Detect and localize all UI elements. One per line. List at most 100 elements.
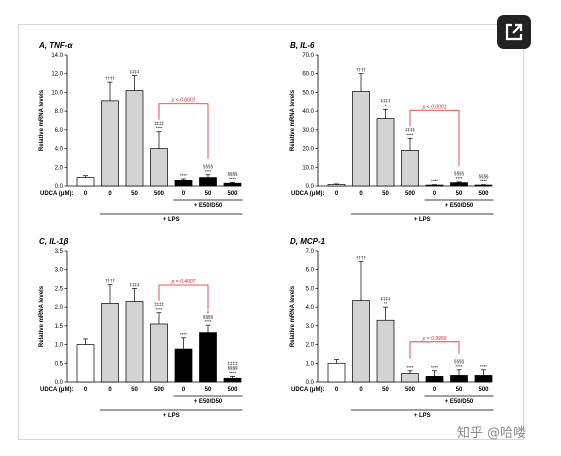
significance-label: §§§§ [203,164,214,169]
bar [401,373,419,383]
x-tick-label: 0 [84,387,88,393]
group-label: + LPS [163,413,180,419]
y-tick-label: 10.0 [302,165,314,171]
significance-label: **** [204,169,211,174]
y-axis-label: Relative mRNA levels [290,89,296,151]
bar [223,377,242,383]
y-tick-label: 2.5 [55,286,64,292]
chart-title: C, IL-1β [39,237,68,246]
bar [474,375,493,383]
bar [450,375,468,383]
significance-label: **** [480,364,487,369]
p-value-label: p = 0.9956 [422,336,447,342]
y-tick-label: 0.0 [306,184,315,190]
significance-label: **** [155,126,162,131]
y-tick-label: 8.0 [55,109,64,115]
bar [474,184,493,187]
x-tick-label: 50 [131,387,138,393]
bar [223,182,242,187]
significance-label: **** [204,319,211,324]
x-tick-label: 500 [478,387,489,393]
comparison-bracket [158,103,209,159]
significance-label: **** [455,364,462,369]
significance-label: §§§§ [454,171,465,176]
x-axis-label: UDCA (μM): [291,387,324,393]
x-tick-label: 0 [108,387,112,393]
y-tick-label: 30.0 [302,128,314,134]
x-tick-label: 50 [205,387,212,393]
group-label: + E50/D50 [445,399,474,405]
x-tick-label: 500 [227,191,238,197]
bar [425,376,444,383]
significance-label: **** [406,365,413,370]
y-tick-label: 50.0 [302,90,314,96]
y-tick-label: 0.5 [55,361,64,367]
bar [327,362,346,383]
significance-label: **** [229,370,236,375]
comparison-bracket [409,109,460,166]
bar [450,182,468,187]
significance-label: †††† [356,68,367,73]
y-tick-label: 40.0 [302,109,314,115]
significance-label: ‡‡‡‡ [380,98,391,103]
significance-label: ‡‡‡‡ [129,282,140,287]
group-label: + E50/D50 [445,203,474,209]
y-tick-label: 20.0 [302,147,314,153]
group-label: + LPS [163,217,180,223]
bar [150,148,168,187]
bar [199,177,217,187]
y-tick-label: 6.0 [55,128,64,134]
significance-label: **** [155,307,162,312]
chart-panel-2: C, IL-1β Relative mRNA levels 0.0 0.5 1.0 1.5… [39,237,243,419]
bar [174,180,193,187]
expand-button[interactable] [497,15,531,49]
x-tick-label: 0 [84,191,88,197]
comparison-bracket [158,284,209,310]
x-tick-label: 500 [154,387,165,393]
significance-label: †††† [356,255,367,260]
group-label: + E50/D50 [194,203,223,209]
bar [352,91,370,187]
x-tick-label: 50 [131,191,138,197]
y-tick-label: 10.0 [51,90,63,96]
y-tick-label: 4.0 [55,147,64,153]
y-tick-label: 3.5 [55,249,64,255]
y-tick-label: 0.0 [55,380,64,386]
significance-label: ‡‡‡‡ [154,302,165,307]
significance-label: **** [180,332,187,337]
y-tick-label: 6.0 [306,268,315,274]
x-tick-label: 0 [359,387,363,393]
x-tick-label: 500 [478,191,489,197]
significance-label: ‡‡‡‡ [405,127,416,132]
significance-label: §§§§ [203,314,214,319]
x-tick-label: 0 [359,191,363,197]
y-tick-label: 4.0 [306,305,315,311]
x-tick-label: 0 [433,191,437,197]
bar [352,300,370,383]
p-value-label: p = 0.4007 [171,279,196,285]
chart-title: D, MCP-1 [290,237,326,246]
x-tick-label: 500 [405,387,416,393]
y-tick-label: 3.0 [306,324,315,330]
y-axis-label: Relative mRNA levels [39,285,45,347]
chart-title: B, IL-6 [290,41,315,50]
x-tick-label: 50 [382,191,389,197]
bar [376,319,395,383]
x-tick-label: 0 [182,191,186,197]
bar [101,100,119,187]
x-tick-label: 0 [108,191,112,197]
significance-label: * [385,103,387,108]
bar [199,332,217,383]
significance-label: **** [431,179,438,184]
bar [150,323,168,383]
significance-label: **** [480,179,487,184]
significance-label: ** [384,301,388,306]
x-axis-label: UDCA (μM): [291,191,324,197]
significance-label: **** [406,132,413,137]
x-tick-label: 0 [182,387,186,393]
p-value-label: p < 0.0001 [422,104,447,110]
x-tick-label: 0 [335,387,339,393]
bar [125,90,144,187]
significance-label: ‡ [207,310,210,315]
